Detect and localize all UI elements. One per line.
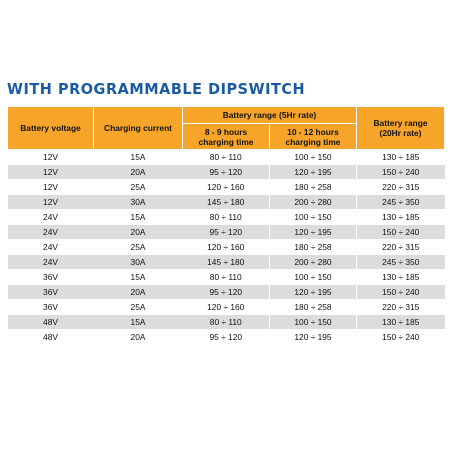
charging-current-cell: 25A [93, 299, 183, 315]
table-row: 24V 15A 80 ÷ 110 100 ÷ 150 130 ÷ 185 [7, 209, 445, 225]
battery-voltage-cell: 48V [7, 314, 94, 330]
range-10-12h-cell: 100 ÷ 150 [269, 149, 357, 165]
range-8-9h-cell: 145 ÷ 180 [182, 194, 270, 210]
table-row: 36V 25A 120 ÷ 160 180 ÷ 258 220 ÷ 315 [7, 299, 445, 315]
battery-voltage-cell: 12V [7, 179, 94, 195]
header-8-9-hours-line2: charging time [198, 136, 254, 147]
header-battery-range-5hr: Battery range (5Hr rate) [182, 106, 357, 124]
charging-current-cell: 20A [93, 164, 183, 180]
charging-current-cell: 15A [93, 314, 183, 330]
charging-current-cell: 20A [93, 284, 183, 300]
header-8-9-hours-line1: 8 - 9 hours [204, 126, 248, 137]
header-10-12-hours-line2: charging time [285, 136, 341, 147]
range-8-9h-cell: 80 ÷ 110 [182, 149, 270, 165]
range-20hr-cell: 245 ÷ 350 [356, 254, 445, 270]
table-row: 48V 15A 80 ÷ 110 100 ÷ 150 130 ÷ 185 [7, 314, 445, 330]
charging-current-cell: 15A [93, 269, 183, 285]
charging-current-cell: 15A [93, 209, 183, 225]
battery-voltage-cell: 12V [7, 194, 94, 210]
range-8-9h-cell: 80 ÷ 110 [182, 209, 270, 225]
charging-current-cell: 20A [93, 329, 183, 344]
range-8-9h-cell: 95 ÷ 120 [182, 224, 270, 240]
range-20hr-cell: 150 ÷ 240 [356, 329, 445, 344]
table-row: 12V 15A 80 ÷ 110 100 ÷ 150 130 ÷ 185 [7, 149, 445, 165]
battery-voltage-cell: 48V [7, 329, 94, 344]
range-20hr-cell: 150 ÷ 240 [356, 164, 445, 180]
range-20hr-cell: 220 ÷ 315 [356, 179, 445, 195]
range-10-12h-cell: 120 ÷ 195 [269, 224, 357, 240]
range-8-9h-cell: 145 ÷ 180 [182, 254, 270, 270]
battery-voltage-cell: 36V [7, 269, 94, 285]
range-10-12h-cell: 120 ÷ 195 [269, 164, 357, 180]
header-range-20hr-line1: Battery range [373, 118, 428, 128]
page-title: WITH PROGRAMMABLE DIPSWITCH [7, 80, 306, 98]
range-8-9h-cell: 120 ÷ 160 [182, 239, 270, 255]
battery-voltage-cell: 24V [7, 209, 94, 225]
range-8-9h-cell: 80 ÷ 110 [182, 269, 270, 285]
charging-current-cell: 15A [93, 149, 183, 165]
table-row: 24V 25A 120 ÷ 160 180 ÷ 258 220 ÷ 315 [7, 239, 445, 255]
range-10-12h-cell: 120 ÷ 195 [269, 284, 357, 300]
range-10-12h-cell: 100 ÷ 150 [269, 209, 357, 225]
header-8-9-hours: 8 - 9 hours charging time [182, 123, 270, 150]
charging-current-cell: 20A [93, 224, 183, 240]
battery-voltage-cell: 36V [7, 284, 94, 300]
range-8-9h-cell: 120 ÷ 160 [182, 299, 270, 315]
table-header: Battery voltage Charging current Battery… [7, 106, 445, 150]
charger-table: Battery voltage Charging current Battery… [7, 106, 445, 344]
battery-voltage-cell: 24V [7, 239, 94, 255]
range-10-12h-cell: 200 ÷ 280 [269, 194, 357, 210]
table-row: 24V 30A 145 ÷ 180 200 ÷ 280 245 ÷ 350 [7, 254, 445, 270]
table-row: 12V 20A 95 ÷ 120 120 ÷ 195 150 ÷ 240 [7, 164, 445, 180]
range-20hr-cell: 130 ÷ 185 [356, 209, 445, 225]
range-20hr-cell: 220 ÷ 315 [356, 239, 445, 255]
range-8-9h-cell: 80 ÷ 110 [182, 314, 270, 330]
range-10-12h-cell: 100 ÷ 150 [269, 314, 357, 330]
range-20hr-cell: 220 ÷ 315 [356, 299, 445, 315]
range-20hr-cell: 245 ÷ 350 [356, 194, 445, 210]
table-row: 36V 15A 80 ÷ 110 100 ÷ 150 130 ÷ 185 [7, 269, 445, 285]
range-10-12h-cell: 120 ÷ 195 [269, 329, 357, 344]
header-battery-range-20hr: Battery range (20Hr rate) [356, 106, 445, 150]
header-10-12-hours-line1: 10 - 12 hours [287, 126, 339, 137]
battery-voltage-cell: 36V [7, 299, 94, 315]
table-row: 12V 25A 120 ÷ 160 180 ÷ 258 220 ÷ 315 [7, 179, 445, 195]
header-10-12-hours: 10 - 12 hours charging time [269, 123, 357, 150]
range-10-12h-cell: 180 ÷ 258 [269, 179, 357, 195]
charging-current-cell: 30A [93, 254, 183, 270]
range-8-9h-cell: 95 ÷ 120 [182, 284, 270, 300]
range-10-12h-cell: 100 ÷ 150 [269, 269, 357, 285]
range-10-12h-cell: 180 ÷ 258 [269, 239, 357, 255]
battery-voltage-cell: 24V [7, 224, 94, 240]
battery-voltage-cell: 12V [7, 164, 94, 180]
range-20hr-cell: 130 ÷ 185 [356, 149, 445, 165]
header-charging-current: Charging current [93, 106, 183, 150]
header-range-20hr-line2: (20Hr rate) [379, 128, 422, 138]
range-20hr-cell: 130 ÷ 185 [356, 314, 445, 330]
range-8-9h-cell: 120 ÷ 160 [182, 179, 270, 195]
battery-voltage-cell: 12V [7, 149, 94, 165]
range-20hr-cell: 130 ÷ 185 [356, 269, 445, 285]
charging-current-cell: 25A [93, 179, 183, 195]
battery-voltage-cell: 24V [7, 254, 94, 270]
range-10-12h-cell: 200 ÷ 280 [269, 254, 357, 270]
table-row: 48V 20A 95 ÷ 120 120 ÷ 195 150 ÷ 240 [7, 329, 445, 344]
table-row: 24V 20A 95 ÷ 120 120 ÷ 195 150 ÷ 240 [7, 224, 445, 240]
range-10-12h-cell: 180 ÷ 258 [269, 299, 357, 315]
charging-current-cell: 25A [93, 239, 183, 255]
table-row: 36V 20A 95 ÷ 120 120 ÷ 195 150 ÷ 240 [7, 284, 445, 300]
range-8-9h-cell: 95 ÷ 120 [182, 329, 270, 344]
range-8-9h-cell: 95 ÷ 120 [182, 164, 270, 180]
table-body: 12V 15A 80 ÷ 110 100 ÷ 150 130 ÷ 185 12V 20A 95… [7, 149, 445, 344]
range-20hr-cell: 150 ÷ 240 [356, 224, 445, 240]
range-20hr-cell: 150 ÷ 240 [356, 284, 445, 300]
table-row: 12V 30A 145 ÷ 180 200 ÷ 280 245 ÷ 350 [7, 194, 445, 210]
charging-current-cell: 30A [93, 194, 183, 210]
header-battery-voltage: Battery voltage [7, 106, 94, 150]
